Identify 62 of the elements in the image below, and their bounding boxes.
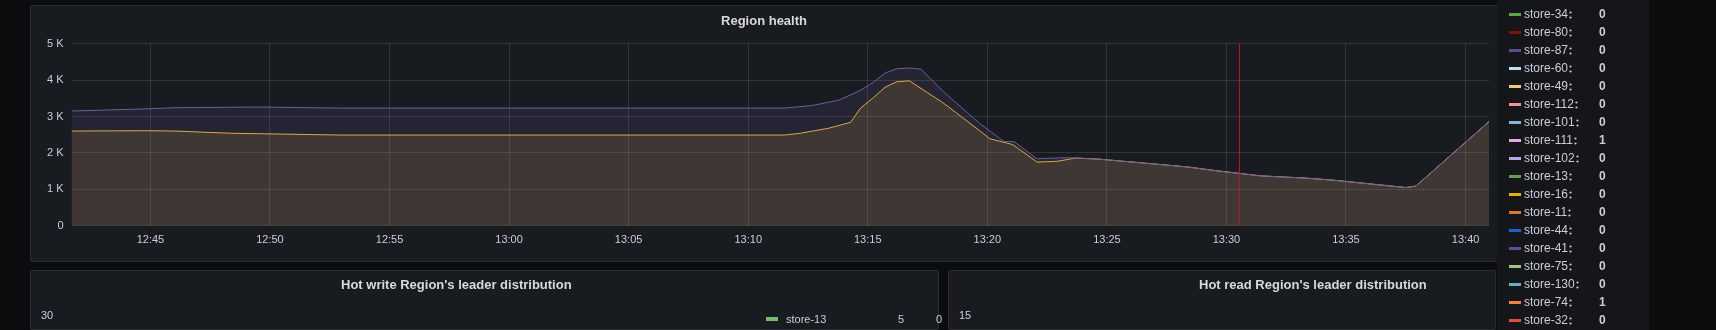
data-label: 0 — [1599, 7, 1606, 21]
y-tick-label: 1 K — [47, 182, 65, 195]
x-tick-label: 13:30 — [1212, 233, 1241, 246]
category-label: store-74 — [1524, 295, 1570, 309]
data-label: 0 — [1599, 115, 1606, 129]
category-label: store-60 — [1524, 61, 1570, 75]
data-label: 0 — [1599, 151, 1606, 165]
text: 5 — [896, 313, 904, 325]
text: 0 — [934, 313, 942, 325]
data-label: 0 — [1599, 97, 1606, 111]
data-label: 1 — [1599, 133, 1606, 147]
category-label: store-101 — [1524, 115, 1576, 129]
category-label: store-75 — [1524, 259, 1570, 273]
category-label: store-13 — [1524, 169, 1570, 183]
text: Hot read Region's leader distribution — [1199, 277, 1427, 292]
x-tick-label: 13:10 — [734, 233, 763, 246]
data-label: 0 — [1599, 223, 1606, 237]
category-label: store-34 — [1524, 7, 1570, 21]
x-tick-label: 13:00 — [495, 233, 523, 246]
x-tick-label: 13:15 — [854, 233, 882, 246]
category-label: store-130 — [1524, 277, 1576, 291]
category-label: store-49 — [1524, 79, 1570, 93]
data-label: 0 — [1599, 313, 1606, 327]
text: Hot write Region's leader distribution — [341, 277, 572, 292]
y-tick-label: 2 K — [47, 145, 65, 158]
data-label: 0 — [1599, 79, 1606, 93]
x-tick-label: 13:25 — [1093, 233, 1121, 246]
category-label: store-44 — [1524, 223, 1570, 237]
data-label: 0 — [1599, 259, 1606, 273]
x-tick-label: 13:35 — [1332, 233, 1360, 246]
x-tick-label: 12:50 — [256, 233, 284, 246]
text: 30 — [41, 309, 54, 321]
y-tick-label: 4 K — [47, 73, 65, 86]
data-label: 0 — [1599, 205, 1606, 219]
x-tick-label: 13:20 — [973, 233, 1002, 246]
category-label: store-16 — [1524, 187, 1570, 201]
category-label: store-32 — [1524, 313, 1570, 327]
data-label: 0 — [1599, 241, 1606, 255]
category-label: store-87 — [1524, 43, 1570, 57]
data-label: 0 — [1599, 187, 1606, 201]
y-tick-label: 3 K — [47, 109, 65, 122]
category-label: store-11 — [1524, 205, 1569, 219]
x-tick-label: 12:55 — [375, 233, 404, 246]
data-label: 0 — [1599, 61, 1606, 75]
data-label: 0 — [1599, 277, 1606, 291]
category-label: store-111 — [1524, 133, 1574, 147]
chart-title: Region health — [721, 13, 808, 29]
x-tick-label: 13:40 — [1451, 233, 1480, 246]
y-tick-label: 5 K — [47, 36, 65, 49]
category-label: store-112 — [1524, 97, 1575, 111]
data-label: 0 — [1599, 25, 1606, 39]
y-tick-label: 0 — [57, 218, 64, 231]
category-label: store-41 — [1524, 241, 1570, 255]
category-label: store-102 — [1524, 151, 1576, 165]
category-label: store-13 — [786, 313, 828, 325]
x-tick-label: 13:05 — [614, 233, 643, 246]
data-label: 0 — [1599, 169, 1606, 183]
text: 15 — [959, 309, 972, 321]
category-label: store-80 — [1524, 25, 1570, 39]
data-label: 1 — [1599, 295, 1606, 309]
x-tick-label: 12:45 — [136, 233, 165, 246]
data-label: 0 — [1599, 43, 1606, 57]
